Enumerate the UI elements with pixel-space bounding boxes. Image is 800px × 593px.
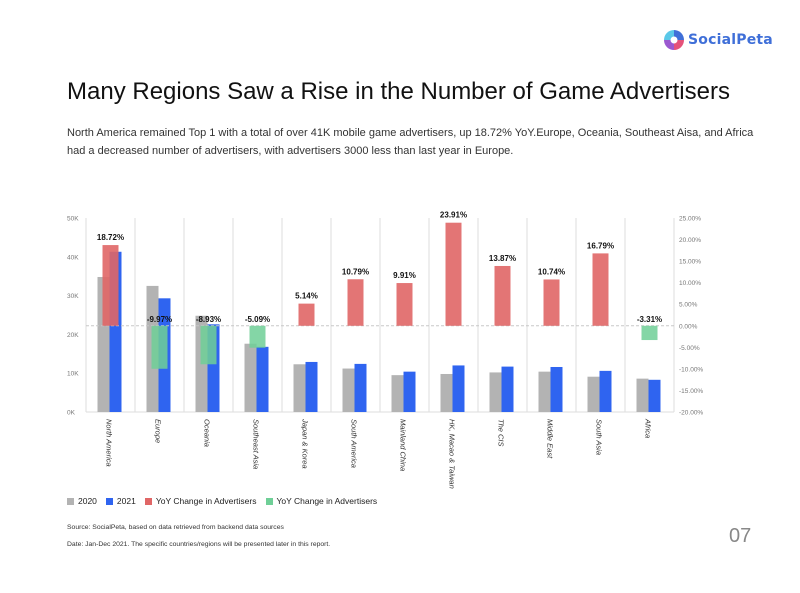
category-label: HK, Macao & Taiwan	[448, 419, 457, 489]
legend-swatch-2020	[67, 497, 74, 505]
right-tick-label: 5.00%	[679, 302, 698, 309]
bar-2020	[538, 371, 551, 412]
left-tick-label: 20K	[67, 332, 79, 339]
bar-2021	[305, 361, 318, 412]
yoy-bar-up	[396, 283, 413, 326]
category-label: The CIS	[497, 419, 506, 447]
right-tick-label: 10.00%	[679, 280, 701, 287]
yoy-bar-down	[249, 325, 266, 348]
yoy-bar-up	[494, 265, 511, 326]
yoy-bar-up	[347, 279, 364, 326]
yoy-data-label: 10.79%	[342, 267, 369, 276]
yoy-bar-up	[592, 253, 609, 326]
bar-2020	[342, 368, 355, 412]
yoy-data-label: 16.79%	[587, 241, 614, 250]
yoy-data-label: -9.97%	[147, 315, 172, 324]
legend-item-yoy-down: YoY Change in Advertisers	[265, 496, 378, 506]
yoy-bar-down	[641, 325, 658, 341]
category-label: South Asia	[595, 419, 604, 455]
bar-2021	[599, 370, 612, 412]
bar-2020	[391, 375, 404, 412]
right-tick-label: -10.00%	[679, 366, 703, 373]
yoy-data-label: 10.74%	[538, 267, 565, 276]
yoy-bar-up	[445, 222, 462, 326]
right-tick-label: 0.00%	[679, 323, 698, 330]
yoy-bar-up	[543, 279, 560, 326]
legend-swatch-yoy-down	[265, 497, 273, 505]
socialpeta-logo-icon	[664, 30, 684, 50]
left-tick-label: 10K	[67, 371, 79, 378]
legend-item-2021: 2021	[105, 496, 136, 506]
yoy-bar-down	[200, 325, 217, 365]
right-tick-label: 15.00%	[679, 259, 701, 266]
left-tick-label: 30K	[67, 293, 79, 300]
bar-2021	[452, 365, 465, 412]
yoy-data-label: 5.14%	[295, 292, 318, 301]
bar-2020	[244, 343, 257, 412]
yoy-bar-down	[151, 325, 168, 369]
bar-2021	[256, 346, 269, 412]
bar-2021	[403, 371, 416, 412]
page-number: 07	[729, 525, 752, 547]
right-tick-label: -5.00%	[679, 345, 700, 352]
right-tick-label: 20.00%	[679, 237, 701, 244]
legend-swatch-yoy-up	[144, 497, 152, 505]
category-label: Middle East	[546, 419, 555, 459]
category-label: North America	[105, 419, 114, 467]
right-tick-label: -15.00%	[679, 388, 703, 395]
yoy-bar-up	[298, 303, 315, 326]
brand-logo: SocialPeta	[663, 29, 773, 51]
yoy-data-label: 13.87%	[489, 254, 516, 263]
yoy-data-label: -8.93%	[196, 315, 221, 324]
page-title: Many Regions Saw a Rise in the Number of…	[67, 78, 730, 105]
bar-2021	[648, 379, 661, 412]
yoy-data-label: 9.91%	[393, 271, 416, 280]
bar-2020	[636, 378, 649, 412]
bar-2020	[293, 364, 306, 412]
legend-item-2020: 2020	[67, 496, 97, 506]
category-label: Japan & Korea	[301, 418, 310, 469]
date-note: Date: Jan-Dec 2021. The specific countri…	[67, 541, 331, 548]
category-label: Europe	[154, 419, 163, 443]
category-label: Southeast Asia	[252, 419, 261, 469]
legend-label-yoy-up: YoY Change in Advertisers	[155, 496, 257, 506]
legend-label-2020: 2020	[78, 496, 97, 506]
bar-2021	[501, 366, 514, 412]
bar-2021	[550, 366, 563, 412]
left-tick-label: 50K	[67, 216, 79, 223]
legend-label-yoy-down: YoY Change in Advertisers	[276, 496, 378, 506]
yoy-data-label: 23.91%	[440, 211, 467, 220]
yoy-data-label: 18.72%	[97, 233, 124, 242]
bar-2020	[440, 373, 453, 412]
source-note: Source: SocialPeta, based on data retrie…	[67, 524, 284, 531]
bar-2020	[587, 376, 600, 412]
bar-2020	[489, 372, 502, 412]
category-label: South America	[350, 419, 359, 468]
category-label: Africa	[644, 418, 653, 438]
yoy-data-label: -5.09%	[245, 315, 270, 324]
bar-2021	[354, 363, 367, 412]
left-tick-label: 0K	[67, 410, 76, 417]
legend-label-2021: 2021	[116, 496, 136, 506]
brand-name: SocialPeta	[688, 32, 773, 48]
page-subtitle: North America remained Top 1 with a tota…	[67, 127, 754, 157]
right-tick-label: -20.00%	[679, 410, 703, 417]
category-label: Mainland China	[399, 419, 408, 471]
yoy-bar-up	[102, 245, 119, 326]
chart-legend: 2020 2021 YoY Change in Advertisers YoY …	[67, 496, 386, 506]
yoy-data-label: -3.31%	[637, 315, 662, 324]
legend-swatch-2021	[105, 497, 113, 505]
left-tick-label: 40K	[67, 254, 79, 261]
right-tick-label: 25.00%	[679, 216, 701, 223]
legend-item-yoy-up: YoY Change in Advertisers	[144, 496, 257, 506]
category-label: Oceania	[203, 419, 212, 447]
